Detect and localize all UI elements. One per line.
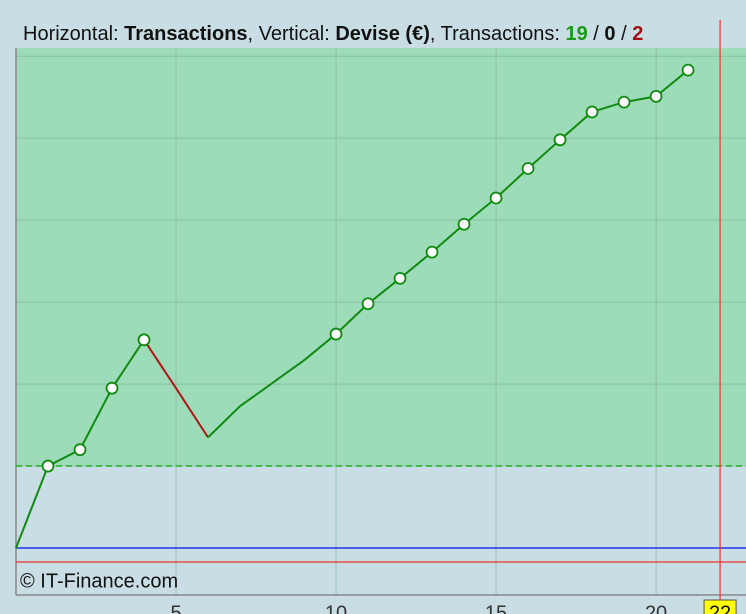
x-tick-label: 15 xyxy=(485,602,507,614)
line-segment xyxy=(207,405,241,439)
line-segment xyxy=(175,387,209,438)
line-segment xyxy=(239,382,273,408)
point-marker xyxy=(649,89,663,103)
point-marker xyxy=(457,217,471,231)
title-part: , Vertical: xyxy=(248,23,336,45)
point-marker xyxy=(553,133,567,147)
x-tick-label: 10 xyxy=(325,602,347,614)
point-marker xyxy=(585,105,599,119)
title-part: Horizontal: xyxy=(23,23,124,45)
line-segment xyxy=(559,111,593,141)
point-marker xyxy=(105,381,119,395)
point-marker xyxy=(73,443,87,457)
point-marker xyxy=(489,191,503,205)
point-marker xyxy=(361,297,375,311)
point-marker xyxy=(521,162,535,175)
line-segment xyxy=(655,69,689,98)
line-segment xyxy=(303,333,337,362)
title-part: 0 xyxy=(604,23,615,45)
current-label: 22 xyxy=(709,602,731,614)
line-segment xyxy=(399,251,433,280)
point-marker xyxy=(617,95,631,109)
line-segment xyxy=(79,387,113,451)
line-segment xyxy=(367,277,401,305)
line-segment xyxy=(463,197,497,226)
point-marker xyxy=(393,271,407,285)
title-part: 2 xyxy=(632,23,643,45)
line-segment xyxy=(527,139,561,170)
profit-area xyxy=(16,48,746,467)
footer: © IT-Finance.com xyxy=(20,570,178,592)
line-segment xyxy=(15,465,49,549)
point-marker xyxy=(329,327,343,341)
line-segment xyxy=(111,339,145,389)
title-part: Transactions xyxy=(124,23,247,45)
line-segment xyxy=(431,223,465,253)
point-marker xyxy=(681,63,695,77)
title-bar xyxy=(0,0,746,48)
x-tick-label: 5 xyxy=(170,602,181,614)
title-part: 19 xyxy=(565,23,587,45)
title-part: / xyxy=(588,23,605,45)
line-segment xyxy=(143,339,177,389)
title-part: , Transactions: xyxy=(430,23,566,45)
point-marker xyxy=(425,245,439,259)
line-segment xyxy=(271,359,305,385)
line-segment xyxy=(335,303,369,335)
chart-title: Horizontal: Transactions, Vertical: Devi… xyxy=(23,23,643,45)
point-marker xyxy=(137,333,151,347)
point-marker xyxy=(41,459,55,473)
current-label-box xyxy=(703,599,737,614)
title-part: Devise (€) xyxy=(335,23,430,45)
title-part: / xyxy=(616,23,633,45)
line-segment xyxy=(495,167,529,199)
x-tick-label: 20 xyxy=(645,602,667,614)
